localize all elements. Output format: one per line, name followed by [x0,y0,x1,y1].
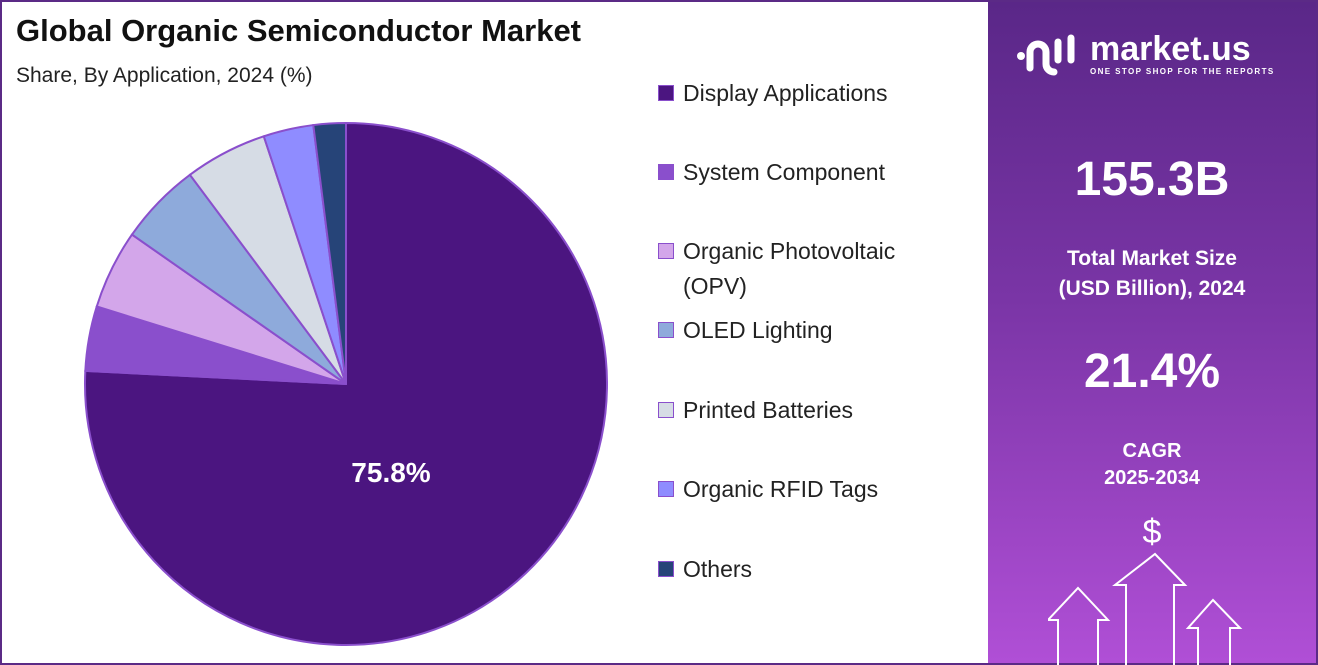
chart-title: Global Organic Semiconductor Market [16,13,582,48]
cagr-value: 21.4% [1083,345,1221,398]
data-label-display-applications: 75.8% [351,457,430,488]
legend-item: Display Applications [658,76,983,111]
legend-swatch [658,85,674,101]
legend-swatch [658,561,674,577]
pie-chart: 75.8% [84,121,608,646]
market-size-label-2: (USD Billion), 2024 [1058,277,1246,300]
legend-item: Organic Photovoltaic (OPV) [658,234,983,304]
cagr-label-2: 2025-2034 [1104,467,1200,489]
pie-slice-display-applications [84,121,608,646]
legend-label: Display Applications [683,80,888,106]
logo-text: market.us [1090,30,1251,68]
legend-item: System Component [658,155,983,190]
market-size-label-1: Total Market Size [1067,247,1237,270]
market-size-value: 155.3B [1074,153,1230,206]
legend-swatch [658,243,674,259]
logo-tagline: ONE STOP SHOP FOR THE REPORTS [1090,67,1275,76]
growth-arrows-icon [1048,552,1243,665]
legend-swatch [658,322,674,338]
legend-label: Organic RFID Tags [683,476,879,502]
legend-label: Printed Batteries [683,397,854,423]
legend-item: Others [658,552,983,587]
legend-item: OLED Lighting [658,313,983,348]
legend-label: Organic Photovoltaic (OPV) [683,238,896,299]
legend-item: Printed Batteries [658,393,983,428]
legend-label: System Component [683,159,885,185]
market-us-logo: market.us ONE STOP SHOP FOR THE REPORTS [1014,30,1275,78]
pie-slice-others [312,121,347,385]
chart-subtitle: Share, By Application, 2024 (%) [16,64,313,87]
legend-swatch [658,402,674,418]
legend-swatch [658,164,674,180]
cagr-label-1: CAGR [1122,440,1182,462]
logo-icon [1017,34,1075,76]
legend-item: Organic RFID Tags [658,472,983,507]
legend-label: Others [683,556,753,582]
dollar-icon: $ [1142,513,1162,551]
legend-swatch [658,481,674,497]
legend-label: OLED Lighting [683,317,833,343]
summary-panel: market.us ONE STOP SHOP FOR THE REPORTS … [988,2,1316,665]
